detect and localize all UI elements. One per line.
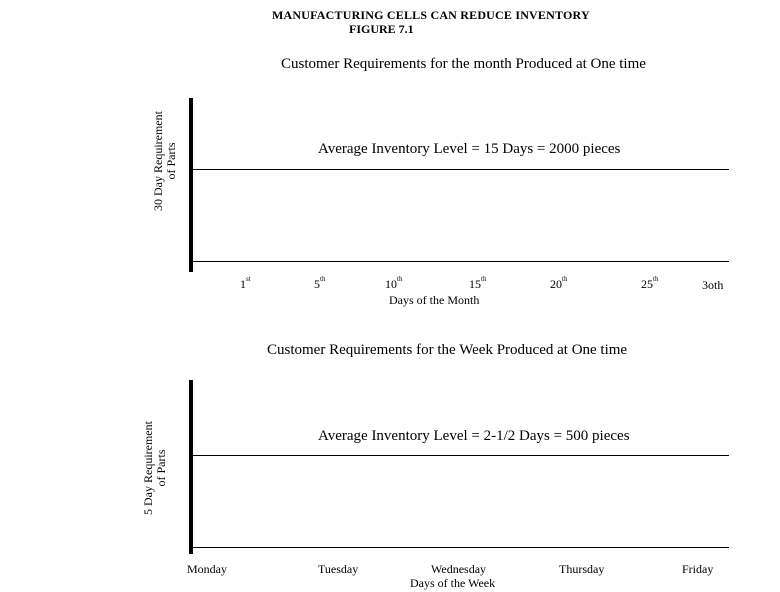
week-tick-label: Tuesday — [318, 562, 359, 576]
month-tick-label: 15th — [469, 275, 487, 292]
month-tick-num: 1 — [240, 277, 246, 291]
month-tick-num: 20 — [550, 277, 562, 291]
week-y-axis — [189, 380, 193, 554]
month-average-line — [193, 169, 729, 170]
month-tick-num: 15 — [469, 277, 481, 291]
month-tick-suffix: th — [397, 275, 403, 283]
week-tick-label: Friday — [682, 562, 714, 576]
month-tick-label: 3oth — [702, 278, 723, 293]
week-x-axis-label: Days of the Week — [410, 576, 496, 590]
month-tick-label: 5th — [314, 275, 326, 292]
month-tick-num: 5 — [314, 277, 320, 291]
page-title: MANUFACTURING CELLS CAN REDUCE INVENTORY — [272, 8, 590, 22]
week-tick-label: Thursday — [559, 562, 605, 576]
week-y-axis-label: 5 Day Requirement of Parts — [141, 403, 168, 533]
month-y-axis — [189, 98, 193, 272]
month-tick-suffix: th — [320, 275, 326, 283]
week-tick-label: Monday — [187, 562, 227, 576]
figure-label: FIGURE 7.1 — [349, 22, 414, 36]
month-tick-num: 10 — [385, 277, 397, 291]
month-tick-label: 10th — [385, 275, 403, 292]
month-tick-suffix: th — [481, 275, 487, 283]
month-y-label-line1: 30 Day Requirement — [151, 111, 165, 211]
week-x-axis — [193, 547, 729, 548]
month-tick-suffix: th — [562, 275, 568, 283]
month-tick-label: 1st — [240, 275, 251, 292]
month-tick-suffix: th — [653, 275, 659, 283]
week-y-label-line1: 5 Day Requirement — [141, 421, 155, 515]
month-x-axis-label: Days of the Month — [389, 293, 480, 307]
month-chart-title: Customer Requirements for the month Prod… — [281, 56, 646, 72]
week-average-annotation: Average Inventory Level = 2-1/2 Days = 5… — [318, 428, 630, 444]
month-y-axis-label: 30 Day Requirement of Parts — [151, 96, 178, 226]
month-x-axis — [193, 261, 729, 262]
month-average-annotation: Average Inventory Level = 15 Days = 2000… — [318, 141, 621, 157]
month-tick-num: 25 — [641, 277, 653, 291]
week-tick-label: Wednesday — [431, 562, 487, 576]
month-tick-label: 20th — [550, 275, 568, 292]
week-average-line — [193, 455, 729, 456]
month-tick-num: 3oth — [702, 278, 724, 292]
month-y-label-line2: of Parts — [164, 142, 178, 180]
week-y-label-line2: of Parts — [154, 449, 168, 487]
month-tick-suffix: st — [246, 275, 251, 283]
week-chart-title: Customer Requirements for the Week Produ… — [267, 342, 628, 358]
month-tick-label: 25th — [641, 275, 659, 292]
